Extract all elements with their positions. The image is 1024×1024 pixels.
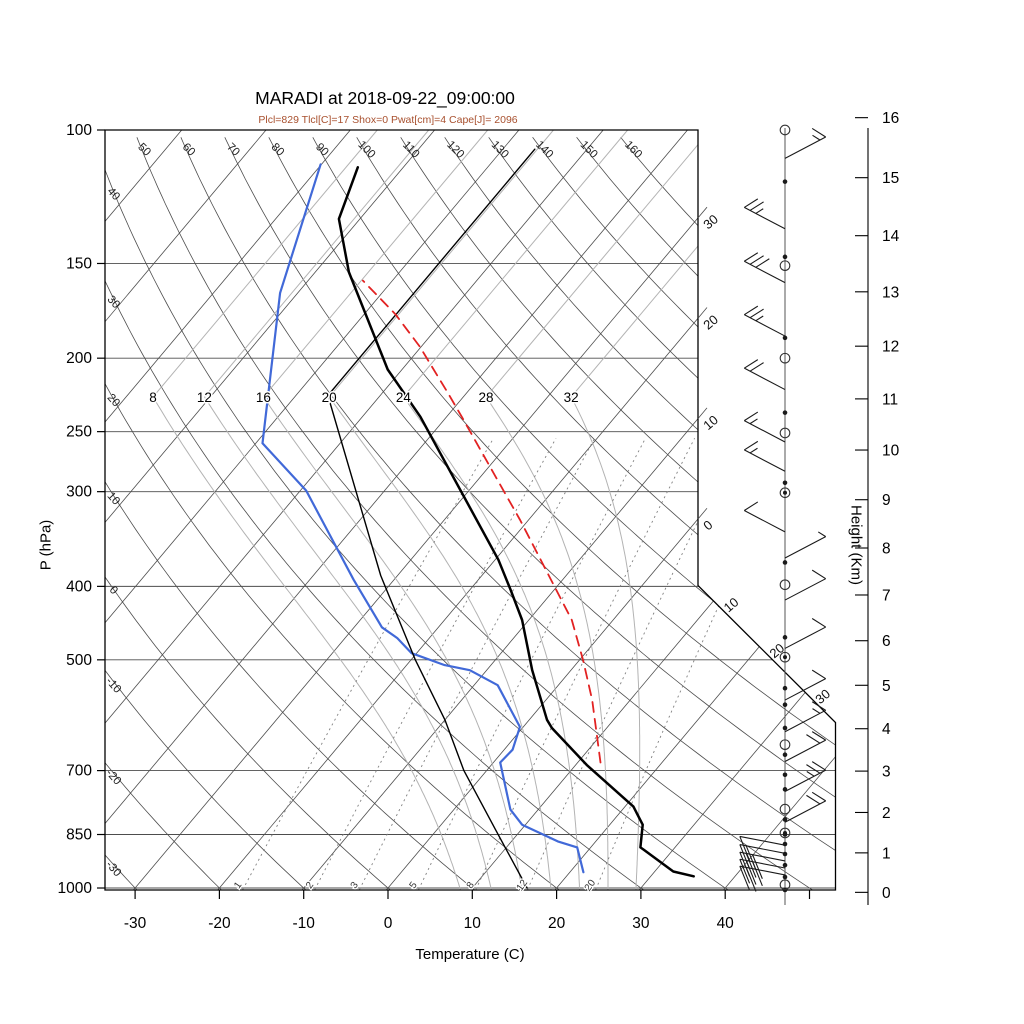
svg-text:60: 60 [180,141,198,159]
svg-text:12: 12 [197,390,212,405]
svg-text:850: 850 [66,827,92,844]
svg-text:250: 250 [66,424,92,441]
svg-text:5: 5 [882,678,891,695]
svg-text:20: 20 [322,390,337,405]
svg-text:500: 500 [66,652,92,669]
svg-text:700: 700 [66,763,92,780]
background-grid [105,130,836,890]
svg-text:32: 32 [564,390,579,405]
svg-text:12: 12 [515,877,531,893]
mixing-ratio-grid [242,437,798,890]
svg-text:30: 30 [104,294,121,312]
svg-text:7: 7 [882,587,891,604]
svg-text:100: 100 [66,122,92,139]
svg-text:8: 8 [882,541,891,558]
svg-text:1000: 1000 [58,880,93,897]
svg-text:300: 300 [66,484,92,501]
chart-subtitle: Plcl=829 Tlcl[C]=17 Shox=0 Pwat[cm]=4 Ca… [258,114,518,126]
wind-barb-column [739,124,827,905]
svg-text:-10: -10 [292,915,315,932]
svg-text:8: 8 [465,880,477,891]
svg-text:8: 8 [149,390,157,405]
svg-text:3: 3 [882,764,891,781]
svg-text:20: 20 [104,392,121,410]
svg-text:16: 16 [256,390,271,405]
svg-text:13: 13 [882,284,899,301]
svg-text:10: 10 [882,443,900,460]
chart-title: MARADI at 2018-09-22_09:00:00 [255,88,515,108]
svg-text:-30: -30 [124,915,147,932]
plot-frame [104,129,837,891]
svg-text:150: 150 [578,139,600,161]
svg-text:50: 50 [135,141,153,159]
svg-text:14: 14 [882,228,900,245]
svg-text:4: 4 [882,721,891,738]
svg-text:70: 70 [224,141,242,159]
sounding-curves [261,148,695,889]
svg-text:20: 20 [548,915,566,932]
svg-text:20: 20 [700,312,721,333]
svg-text:24: 24 [396,390,412,405]
svg-text:80: 80 [269,141,287,159]
svg-text:2: 2 [882,805,891,822]
svg-text:150: 150 [66,255,92,272]
svg-text:11: 11 [882,391,898,408]
svg-text:200: 200 [66,350,92,367]
temperature-curve [337,166,695,878]
svg-text:5: 5 [408,880,420,891]
svg-text:12: 12 [882,339,899,356]
svg-text:100: 100 [355,139,377,161]
svg-text:20: 20 [583,877,599,893]
temperature-axis-label: Temperature (C) [415,946,525,963]
svg-text:400: 400 [66,578,92,595]
svg-text:-20: -20 [208,915,231,932]
svg-text:10: 10 [700,412,721,433]
svg-text:9: 9 [882,492,891,509]
svg-text:30: 30 [632,915,650,932]
svg-text:0: 0 [700,517,715,533]
dewpoint-curve [261,163,585,874]
svg-text:1: 1 [882,845,891,862]
svg-text:-10: -10 [103,675,123,695]
svg-text:40: 40 [717,915,735,932]
svg-text:160: 160 [622,139,644,161]
svg-text:15: 15 [882,170,899,187]
svg-text:-30: -30 [103,859,123,879]
wet_bulb-curve [327,148,536,889]
svg-text:6: 6 [882,633,891,650]
svg-text:40: 40 [104,185,121,203]
svg-text:10: 10 [464,915,482,932]
svg-text:30: 30 [700,211,721,232]
svg-text:16: 16 [882,110,899,127]
parcel-curve [362,279,602,764]
svg-text:0: 0 [384,915,393,932]
svg-text:0: 0 [882,885,891,902]
svg-text:28: 28 [478,390,493,405]
